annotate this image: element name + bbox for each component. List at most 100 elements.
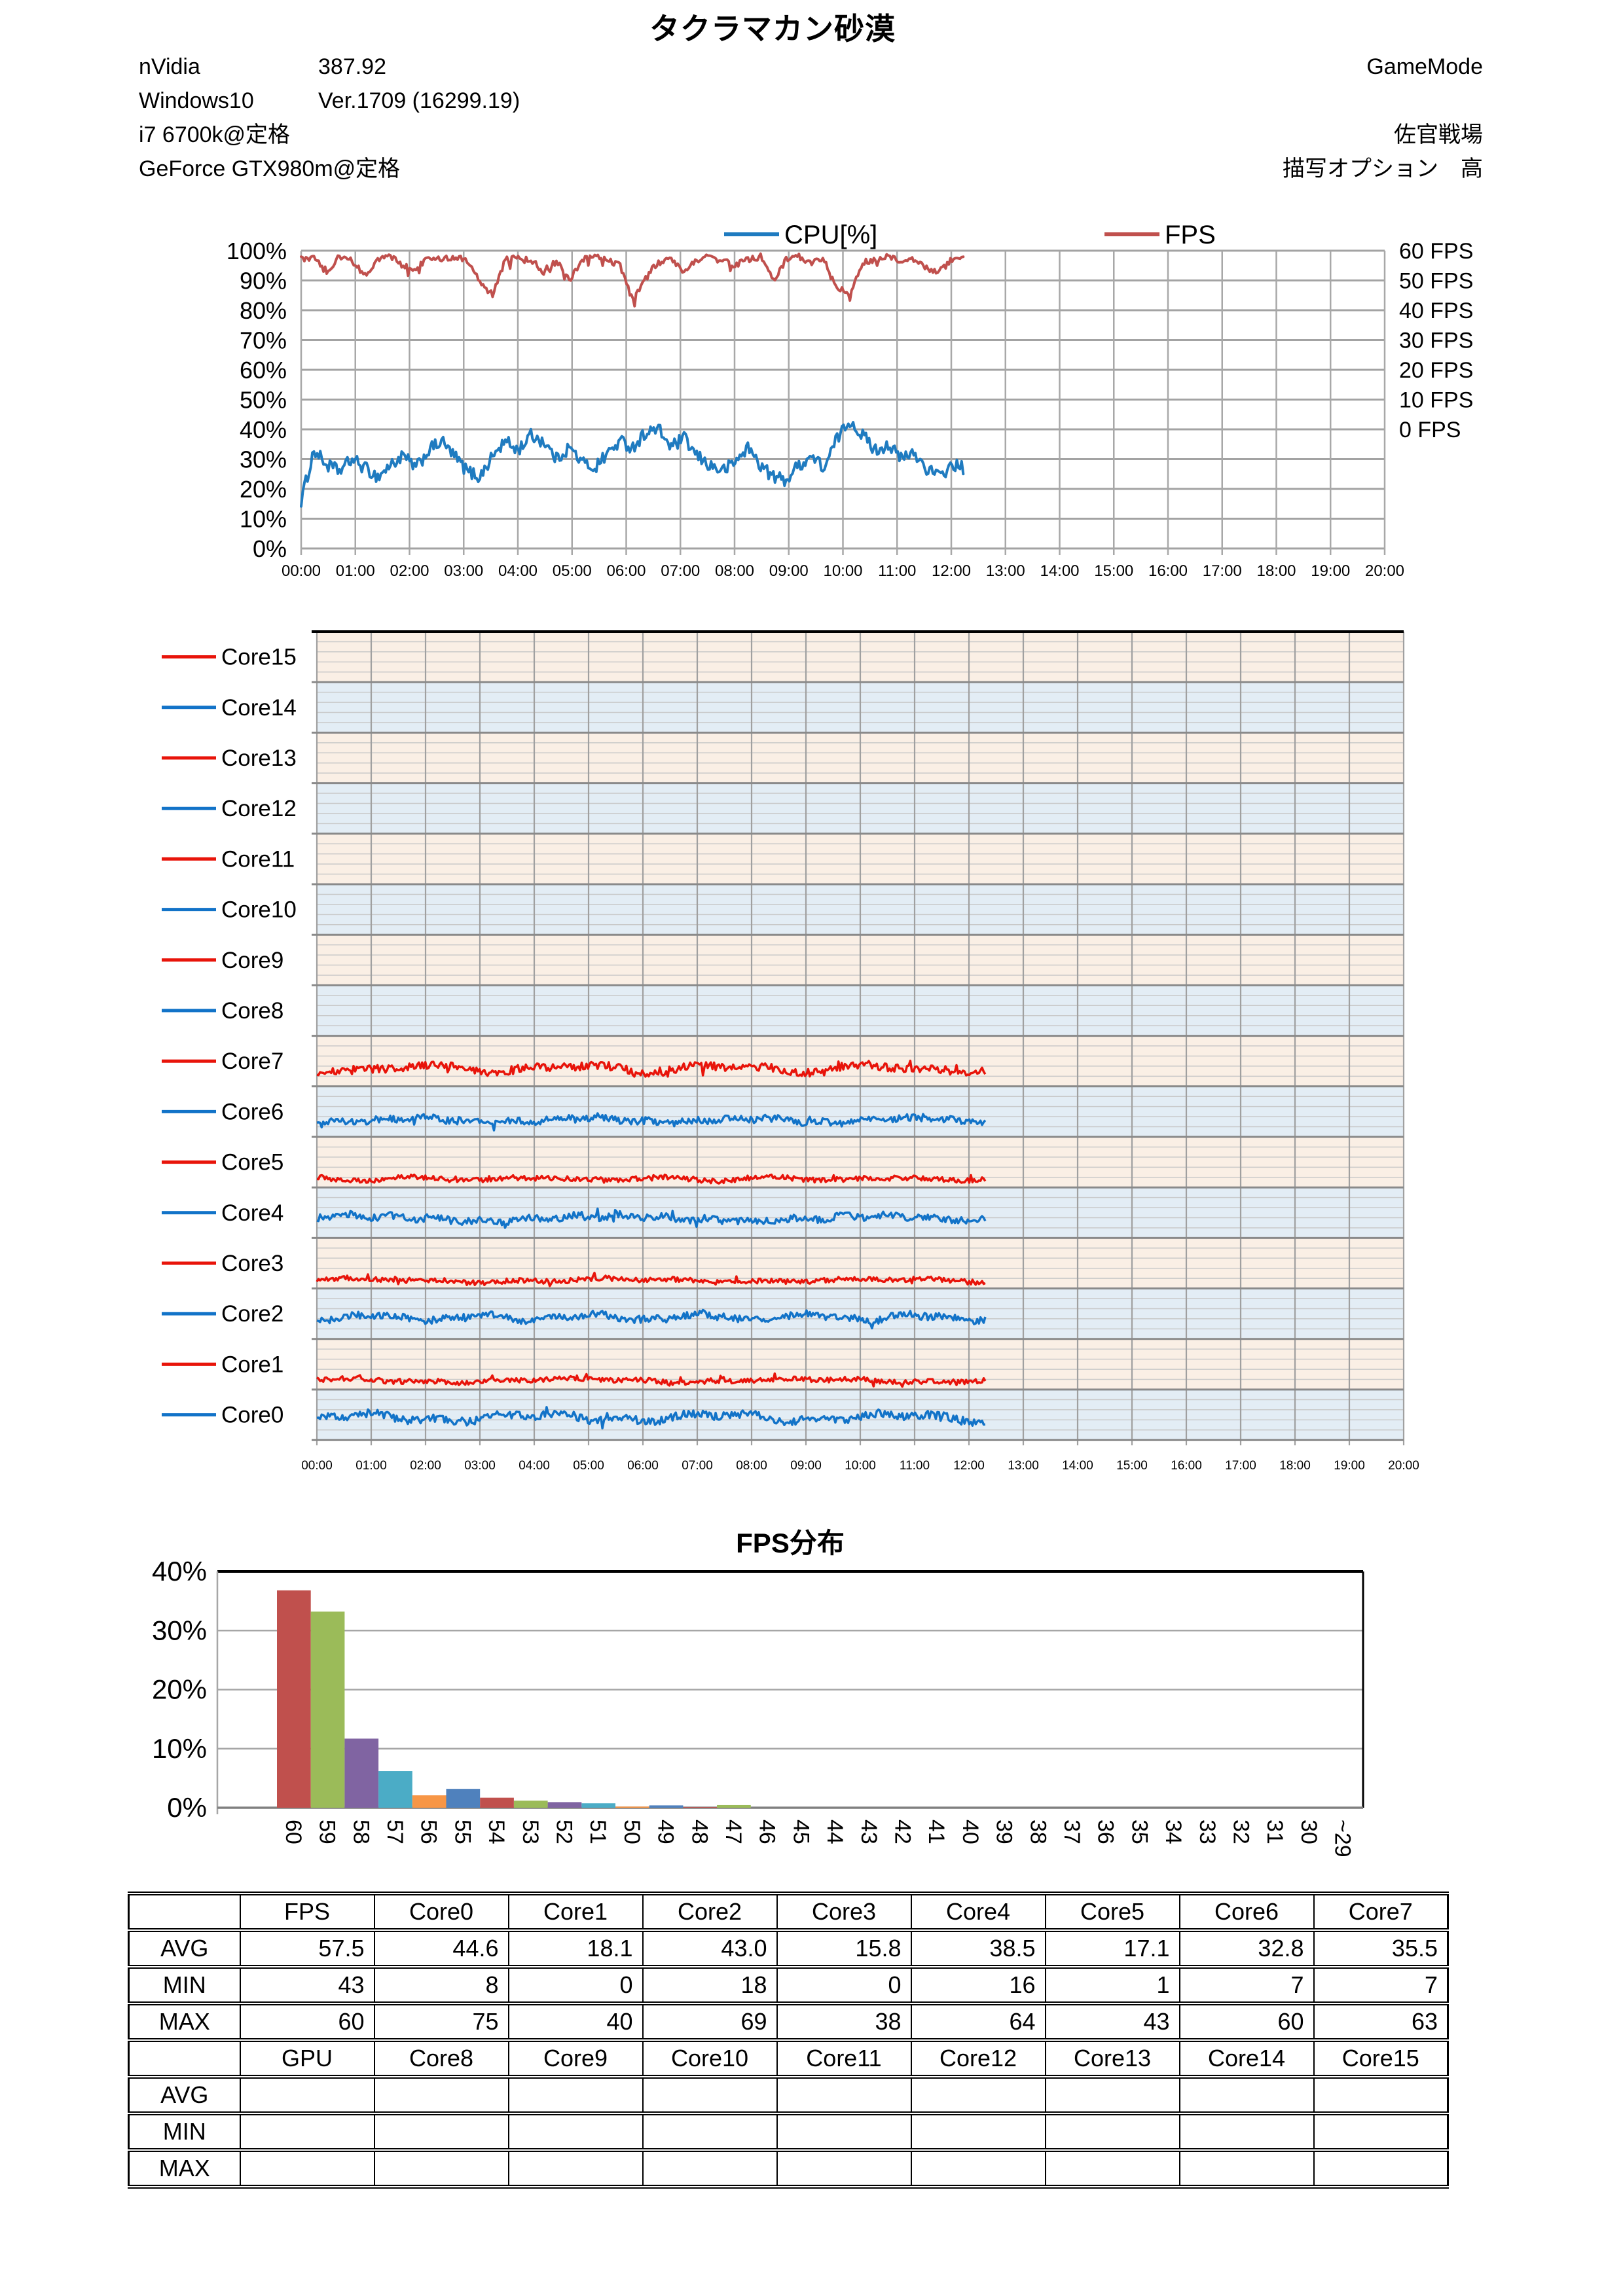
table-cell [642,2150,778,2189]
legend-label: Core10 [221,897,297,923]
y-right-tick: 20 FPS [1399,358,1473,383]
x-tick: 06:00 [627,1459,659,1473]
table-cell: 32.8 [1179,1930,1315,1969]
table-row: AVG [128,2077,1449,2115]
legend-label: Core14 [221,695,297,721]
y-tick: 20% [152,1674,207,1705]
hist-bar [547,1802,582,1808]
column-header: GPU [240,2040,375,2079]
table-cell: 44.6 [374,1930,509,1969]
stats-table: FPS Core0 Core1 Core2 Core3 Core4 Core5 Core6 Co… [128,1892,1449,2189]
table-row: MIN 43 8 0 18 0 16 1 7 7 [128,1967,1449,2005]
x-tick: 10:00 [823,562,862,580]
hist-bar [277,1590,311,1808]
cpu-fps-plot: 100% 90%80% 70% 60% 50%40% 30% 20% 10%0% 60 FPS 5… [227,238,1473,580]
column-header: Core1 [508,1892,644,1932]
column-header: Core5 [1045,1892,1180,1932]
x-tick-rotated: 59 [315,1820,340,1844]
legend-label: Core12 [221,796,297,821]
x-tick-rotated: 35 [1127,1820,1152,1844]
y-right-tick: 50 FPS [1399,269,1473,294]
table-cell [776,2113,912,2152]
x-tick: 02:00 [390,562,429,580]
table-cell [1045,2113,1180,2152]
table-cell [374,2150,509,2189]
y-left-tick: 20% [240,476,287,503]
legend-label: Core13 [221,745,297,771]
column-header: Core12 [911,2040,1046,2079]
x-tick: 09:00 [790,1459,822,1473]
table-cell: 8 [374,1967,509,2005]
y-left-tick: 90% [240,268,287,295]
column-header: Core9 [508,2040,644,2079]
table-cell: 69 [642,2003,778,2042]
table-cell [911,2077,1046,2115]
column-header [128,1892,241,1932]
table-cell [508,2077,644,2115]
chart-legend: CPU[%] FPS [724,221,1216,249]
table-cell [1313,2150,1449,2189]
table-cell [374,2113,509,2152]
x-tick-rotated: 50 [619,1820,644,1844]
row-label: MIN [128,1967,241,2005]
table-cell: 1 [1045,1967,1180,2005]
table-cell: 7 [1179,1967,1315,2005]
chart-title: FPS分布 [736,1528,845,1558]
x-tick-rotated: 58 [348,1820,373,1844]
x-tick: 00:00 [301,1459,333,1473]
table-cell [1313,2077,1449,2115]
x-tick: 01:00 [356,1459,387,1473]
table-cell [1313,2113,1449,2152]
row-label: AVG [128,2077,241,2115]
x-tick-rotated: 49 [653,1820,678,1844]
x-tick: 11:00 [900,1459,930,1473]
table-row: MAX [128,2150,1449,2189]
hist-bar [446,1789,481,1808]
column-header: Core10 [642,2040,778,2079]
column-header [128,2040,241,2079]
row-label: MAX [128,2150,241,2189]
x-tick-rotated: 48 [687,1820,712,1844]
y-right-tick: 60 FPS [1399,239,1473,264]
x-tick: 17:00 [1225,1459,1256,1473]
x-tick-rotated: 30 [1296,1820,1321,1844]
y-left-tick: 100% [227,238,287,264]
x-tick: 16:00 [1171,1459,1202,1473]
hist-bar [412,1795,447,1808]
x-tick-rotated: 43 [856,1820,881,1844]
os-version: Ver.1709 (16299.19) [318,88,520,113]
x-tick-rotated: 41 [924,1820,949,1844]
x-tick: 08:00 [715,562,754,580]
series-core5 [316,1174,987,1185]
x-tick-rotated: 34 [1161,1820,1186,1844]
table-cell: 64 [911,2003,1046,2042]
legend-label: Core4 [221,1200,283,1226]
legend-label: FPS [1165,221,1216,249]
table-cell [1045,2077,1180,2115]
legend-label: Core7 [221,1049,283,1074]
table-cell: 18.1 [508,1930,644,1969]
table-cell: 38 [776,2003,912,2042]
x-tick-rotated: 45 [788,1820,813,1844]
x-tick-rotated: 32 [1228,1820,1253,1844]
x-tick-rotated: 38 [1025,1820,1050,1844]
series-core4 [316,1207,987,1229]
hist-bar [310,1611,345,1808]
table-cell [240,2150,375,2189]
per-core-chart: Core15 Core14 Core13 Core12 Core11 Core10 Core… [162,630,1419,1473]
series-core6 [316,1112,987,1132]
column-header: Core2 [642,1892,778,1932]
y-right-tick: 40 FPS [1399,298,1473,323]
page-title: タクラマカン砂漠 [649,12,896,46]
series-core7 [316,1060,987,1078]
x-tick-rotated: 53 [518,1820,543,1844]
y-right-tick: 0 FPS [1399,418,1461,442]
table-cell [911,2113,1046,2152]
x-tick-rotated: 31 [1262,1820,1287,1844]
x-tick-rotated: 42 [890,1820,915,1844]
gpu-driver-label: nVidia [139,54,200,79]
table-cell: 7 [1313,1967,1449,2005]
x-tick: 07:00 [661,562,700,580]
x-tick: 15:00 [1094,562,1133,580]
x-tick: 14:00 [1062,1459,1093,1473]
